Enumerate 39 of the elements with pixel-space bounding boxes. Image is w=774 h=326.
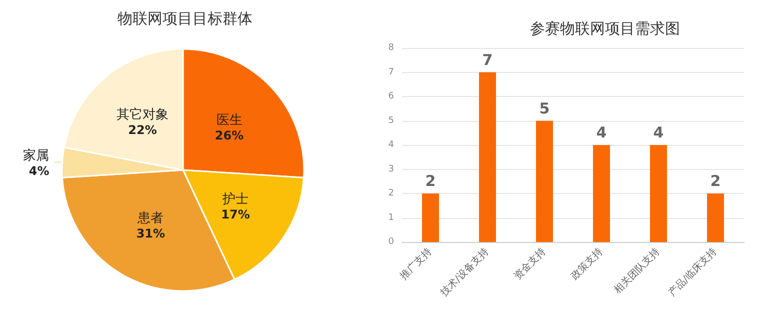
slice-label: 护士 — [222, 192, 249, 208]
y-tick-label: 7 — [388, 67, 394, 78]
y-tick-label: 4 — [388, 140, 394, 150]
chart-title: 物联网项目目标群体 — [118, 10, 252, 28]
bar — [479, 72, 496, 242]
y-tick-label: 2 — [388, 188, 394, 198]
x-tick-label: 相关团队支持 — [611, 245, 662, 296]
y-tick-label: 1 — [388, 212, 394, 223]
x-tick-label: 资金支持 — [512, 245, 548, 282]
slice-label: 其它对象 — [116, 106, 169, 123]
slice-label: 家属 — [23, 148, 50, 164]
data-label: 31% — [136, 226, 166, 241]
bar — [422, 194, 439, 242]
bar — [536, 120, 553, 242]
data-label: 17% — [221, 208, 250, 222]
x-tick-label: 推广支持 — [398, 245, 434, 282]
bar — [707, 194, 724, 242]
slice-label: 医生 — [216, 113, 242, 128]
bar — [650, 145, 667, 242]
y-tick-label: 6 — [388, 92, 394, 102]
data-label: 4 — [596, 124, 607, 142]
y-tick-label: 5 — [388, 116, 394, 126]
data-label: 22% — [128, 123, 157, 138]
chart-title: 参赛物联网项目需求图 — [530, 20, 680, 38]
data-label: 4% — [28, 164, 50, 178]
x-tick-label: 政策支持 — [568, 245, 606, 282]
data-label: 5 — [539, 99, 550, 118]
y-tick-label: 3 — [388, 164, 394, 174]
x-tick-label: 产品/临床支持 — [666, 245, 720, 299]
y-tick-label: 8 — [388, 43, 394, 53]
slice-label: 患者 — [136, 211, 164, 226]
bar — [593, 145, 610, 242]
data-label: 26% — [214, 128, 244, 143]
y-tick-label: 0 — [388, 237, 394, 247]
data-label: 4 — [653, 124, 664, 142]
x-tick-label: 技术/设备支持 — [437, 245, 492, 300]
data-label: 2 — [425, 172, 436, 190]
data-label: 2 — [710, 172, 721, 190]
data-label: 7 — [482, 50, 493, 69]
